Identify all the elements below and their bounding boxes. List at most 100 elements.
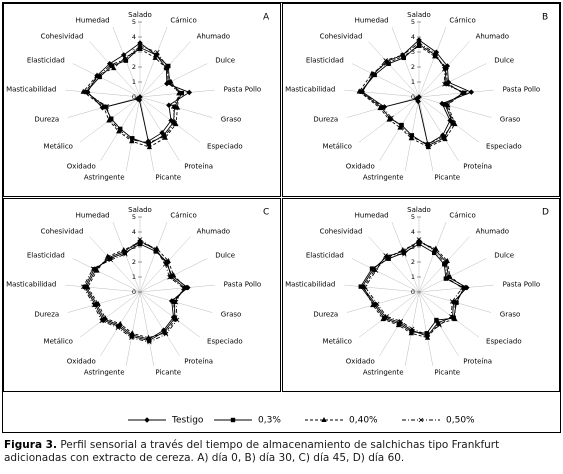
marker xyxy=(104,104,110,109)
tick-label: 2 xyxy=(411,63,415,71)
marker xyxy=(186,89,193,96)
tick-label: 1 xyxy=(132,78,136,86)
marker xyxy=(90,266,96,271)
category-label: Masticabilidad xyxy=(285,85,335,93)
category-label: Cohesividad xyxy=(41,32,84,40)
category-label: Dulce xyxy=(494,251,514,259)
category-label: Dureza xyxy=(313,115,338,123)
category-label: Pasta Pollo xyxy=(224,280,262,288)
series-line xyxy=(361,240,468,337)
category-label: Metálico xyxy=(44,337,73,345)
spoke xyxy=(351,258,420,293)
marker xyxy=(146,140,151,145)
category-label: Astringente xyxy=(363,369,404,377)
marker xyxy=(166,102,172,108)
legend-marker xyxy=(230,417,236,423)
category-label: Cárnico xyxy=(170,212,196,220)
legend-marker xyxy=(418,417,424,423)
spoke xyxy=(139,96,180,161)
category-label: Cárnico xyxy=(449,212,475,220)
spoke xyxy=(351,63,420,98)
category-label: Especiado xyxy=(486,337,522,345)
category-label: Graso xyxy=(500,310,521,318)
marker xyxy=(129,335,134,340)
marker xyxy=(137,94,143,100)
legend-label: 0,40% xyxy=(349,416,378,426)
marker xyxy=(356,88,362,94)
spoke xyxy=(418,26,447,98)
tick-label: 5 xyxy=(132,213,136,221)
series-line xyxy=(87,242,187,339)
chart-title: B xyxy=(542,13,548,23)
spoke xyxy=(391,26,420,98)
category-label: Proteína xyxy=(463,358,492,366)
marker xyxy=(115,325,121,330)
spoke xyxy=(79,291,141,338)
marker xyxy=(137,40,143,46)
tick-label: 5 xyxy=(132,18,136,26)
marker xyxy=(409,326,415,332)
category-label: Cohesividad xyxy=(320,227,363,235)
spoke xyxy=(139,63,208,98)
marker xyxy=(398,124,404,129)
marker xyxy=(80,284,86,290)
marker xyxy=(165,257,171,263)
marker xyxy=(183,284,189,290)
marker xyxy=(424,334,431,340)
category-label: Graso xyxy=(500,115,521,123)
marker xyxy=(400,52,406,58)
category-label: Especiado xyxy=(207,337,243,345)
marker xyxy=(174,104,181,110)
spoke xyxy=(418,291,434,366)
spoke xyxy=(72,258,141,293)
tick-label: 1 xyxy=(411,273,415,281)
category-label: Dulce xyxy=(494,56,514,64)
marker xyxy=(178,90,183,96)
spoke xyxy=(139,26,168,98)
category-label: Ahumado xyxy=(197,227,231,235)
category-label: Salado xyxy=(128,206,152,214)
category-label: Picante xyxy=(155,174,181,182)
marker xyxy=(165,80,171,86)
spoke xyxy=(346,291,420,313)
category-label: Humedad xyxy=(355,212,389,220)
category-label: Elasticidad xyxy=(306,56,344,64)
category-label: Cohesividad xyxy=(320,32,363,40)
marker xyxy=(462,284,468,290)
spoke xyxy=(65,89,141,98)
spoke xyxy=(89,236,141,293)
category-label: Picante xyxy=(434,174,460,182)
marker xyxy=(152,54,158,60)
series-line xyxy=(84,243,186,342)
category-label: Salado xyxy=(128,11,152,19)
marker xyxy=(137,237,143,242)
category-label: Cohesividad xyxy=(41,227,84,235)
marker xyxy=(444,275,450,281)
panel-frame xyxy=(3,198,281,392)
marker xyxy=(416,239,422,245)
spoke xyxy=(368,236,420,293)
marker xyxy=(380,316,386,322)
marker xyxy=(437,322,442,328)
marker xyxy=(174,317,180,323)
marker xyxy=(449,314,454,319)
category-label: Masticabilidad xyxy=(6,85,56,93)
caption: Figura 3. Perfil sensorial a través del … xyxy=(4,439,560,465)
spoke xyxy=(418,291,480,338)
marker xyxy=(441,134,446,139)
tick-label: 4 xyxy=(132,33,136,41)
category-label: Especiado xyxy=(486,142,522,150)
category-label: Oxidado xyxy=(67,163,96,171)
series-line xyxy=(364,238,463,336)
tick-label: 4 xyxy=(132,228,136,236)
marker xyxy=(359,89,365,95)
category-label: Masticabilidad xyxy=(6,280,56,288)
panel-frame xyxy=(282,3,560,197)
spoke xyxy=(67,291,141,313)
spoke xyxy=(368,41,420,98)
category-label: Elasticidad xyxy=(306,251,344,259)
marker xyxy=(96,73,101,79)
marker xyxy=(395,322,402,328)
marker xyxy=(85,284,91,290)
